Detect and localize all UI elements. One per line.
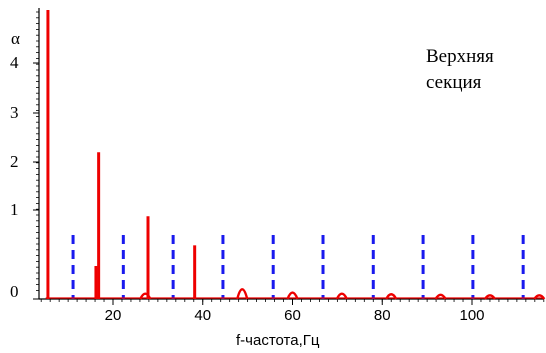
- y-tick-label: 1: [10, 200, 19, 219]
- annotation-line-2: секция: [426, 72, 482, 93]
- y-tick-label: 3: [10, 103, 19, 122]
- spectrum-peak: [236, 288, 249, 300]
- y-tick-label: 0: [10, 282, 19, 301]
- x-tick-label: 80: [374, 307, 391, 324]
- spectrum-series: [45, 10, 546, 300]
- y-tick-label: 2: [10, 152, 19, 171]
- annotation-line-1: Верхняя: [426, 46, 494, 67]
- y-axis-label: α: [11, 29, 20, 48]
- x-tick-label: 20: [105, 307, 122, 324]
- x-axis-label: f-частота,Гц: [236, 332, 320, 349]
- x-tick-label: 40: [194, 307, 211, 324]
- y-tick-label: 4: [10, 53, 19, 72]
- x-tick-label: 100: [459, 307, 484, 324]
- harmonic-marker-lines: [71, 235, 525, 299]
- spectrum-peak: [286, 291, 299, 300]
- axis-labels: 0 1 2 3 4 20 40 60 80 100: [10, 53, 485, 324]
- x-tick-label: 60: [284, 307, 301, 324]
